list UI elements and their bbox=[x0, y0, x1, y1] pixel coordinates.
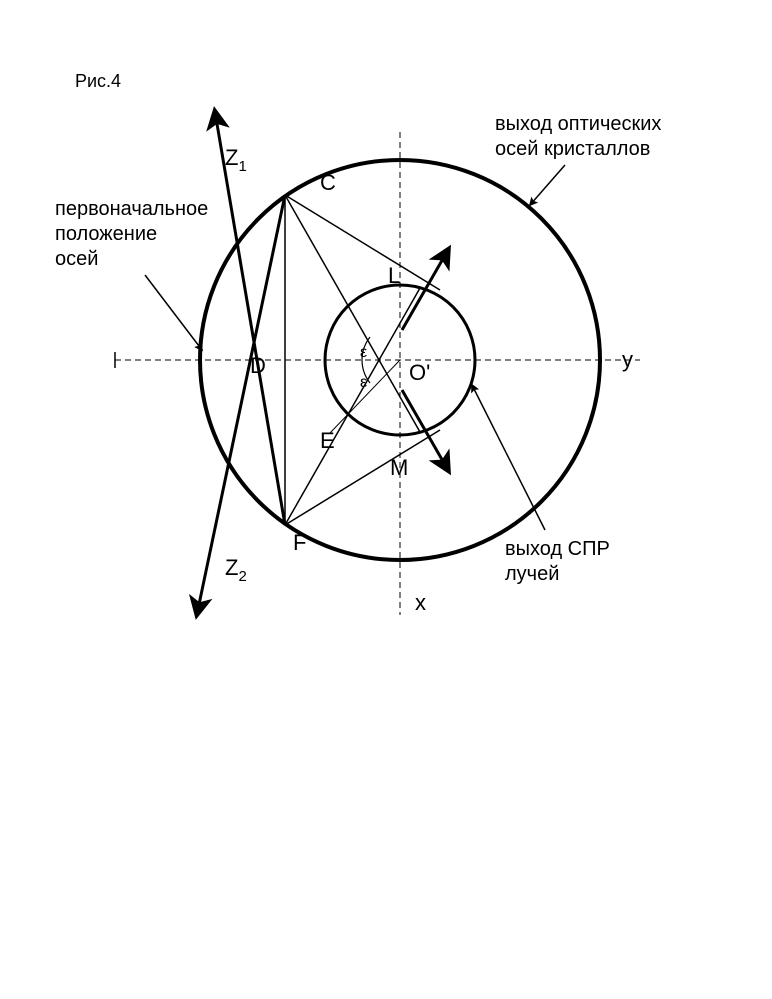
figure-canvas: Рис.4 выход оптических осей кристаллов п… bbox=[0, 0, 772, 999]
label-z1-base: Z bbox=[225, 145, 238, 170]
label-z2-base: Z bbox=[225, 555, 238, 580]
figure-caption: Рис.4 bbox=[75, 71, 121, 91]
label-m: M bbox=[390, 455, 408, 480]
label-eps-upper: ε bbox=[360, 344, 367, 361]
label-oprime: O' bbox=[409, 360, 430, 385]
tangent-arrow-l bbox=[402, 250, 448, 330]
callout-optical-leader bbox=[530, 165, 565, 205]
ray-c-l-short bbox=[285, 195, 440, 290]
callout-initial-line2: положение bbox=[55, 223, 157, 245]
label-z1: Z1 bbox=[225, 145, 247, 175]
label-d: D bbox=[250, 353, 266, 378]
label-z1-sub: 1 bbox=[238, 158, 246, 175]
callout-initial-leader bbox=[145, 275, 202, 350]
label-eps-lower: ε bbox=[360, 374, 367, 391]
label-y: y bbox=[622, 347, 633, 372]
label-x: x bbox=[415, 590, 426, 615]
callout-initial-line3: осей bbox=[55, 248, 98, 270]
label-f: F bbox=[293, 530, 306, 555]
tangent-arrow-m bbox=[402, 390, 448, 470]
callout-spr-leader bbox=[472, 385, 545, 530]
callout-optical-line2: осей кристаллов bbox=[495, 138, 650, 160]
diagram-svg: Рис.4 выход оптических осей кристаллов п… bbox=[0, 0, 772, 999]
ray-f-m-short bbox=[285, 430, 440, 525]
label-e: E bbox=[320, 428, 335, 453]
z1-axis bbox=[215, 112, 285, 525]
label-z2: Z2 bbox=[225, 555, 247, 585]
label-z2-sub: 2 bbox=[238, 568, 246, 585]
label-l: L bbox=[388, 263, 400, 288]
line-oe bbox=[330, 360, 400, 433]
callout-optical-line1: выход оптических bbox=[495, 113, 661, 135]
callout-spr-line2: лучей bbox=[505, 563, 559, 585]
label-c: C bbox=[320, 170, 336, 195]
callout-spr-line1: выход СПР bbox=[505, 538, 610, 560]
callout-initial-line1: первоначальное bbox=[55, 198, 208, 220]
